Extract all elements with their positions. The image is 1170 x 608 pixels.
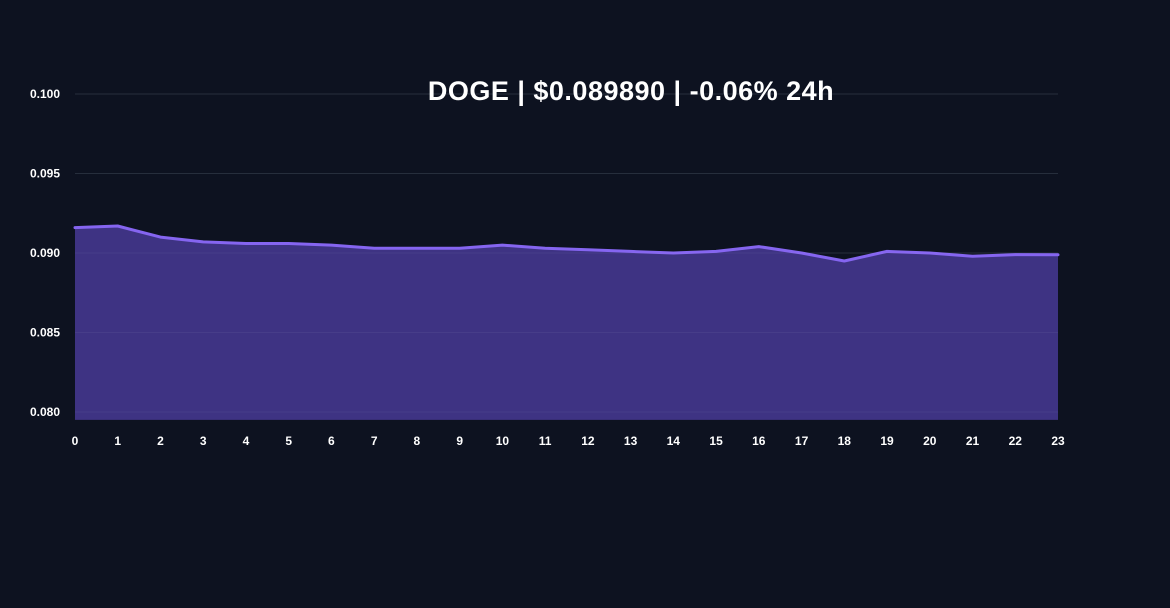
y-tick-label: 0.090 bbox=[30, 246, 60, 260]
x-tick-label: 23 bbox=[1051, 434, 1065, 448]
x-tick-label: 13 bbox=[624, 434, 638, 448]
x-tick-label: 6 bbox=[328, 434, 335, 448]
y-tick-label: 0.095 bbox=[30, 167, 60, 181]
x-tick-label: 1 bbox=[114, 434, 121, 448]
x-tick-label: 16 bbox=[752, 434, 766, 448]
price-line bbox=[73, 224, 1060, 263]
x-tick-label: 14 bbox=[667, 434, 681, 448]
x-tick-label: 11 bbox=[539, 434, 552, 448]
x-tick-label: 15 bbox=[709, 434, 723, 448]
x-tick-label: 12 bbox=[581, 434, 595, 448]
x-tick-label: 4 bbox=[243, 434, 250, 448]
y-tick-label: 0.085 bbox=[30, 326, 60, 340]
x-tick-label: 20 bbox=[923, 434, 937, 448]
x-tick-label: 8 bbox=[414, 434, 421, 448]
x-tick-label: 9 bbox=[456, 434, 463, 448]
y-tick-label: 0.100 bbox=[30, 87, 60, 101]
x-tick-label: 21 bbox=[966, 434, 980, 448]
x-tick-label: 10 bbox=[496, 434, 510, 448]
area-fill bbox=[75, 226, 1058, 420]
x-tick-label: 19 bbox=[880, 434, 894, 448]
x-tick-label: 0 bbox=[72, 434, 79, 448]
x-tick-label: 7 bbox=[371, 434, 378, 448]
x-tick-label: 5 bbox=[285, 434, 292, 448]
chart-title: DOGE | $0.089890 | -0.06% 24h bbox=[427, 76, 835, 106]
x-tick-label: 22 bbox=[1009, 434, 1023, 448]
x-tick-label: 3 bbox=[200, 434, 207, 448]
x-tick-label: 2 bbox=[157, 434, 164, 448]
x-tick-label: 18 bbox=[838, 434, 852, 448]
y-tick-label: 0.080 bbox=[30, 405, 60, 419]
x-tick-label: 17 bbox=[795, 434, 809, 448]
